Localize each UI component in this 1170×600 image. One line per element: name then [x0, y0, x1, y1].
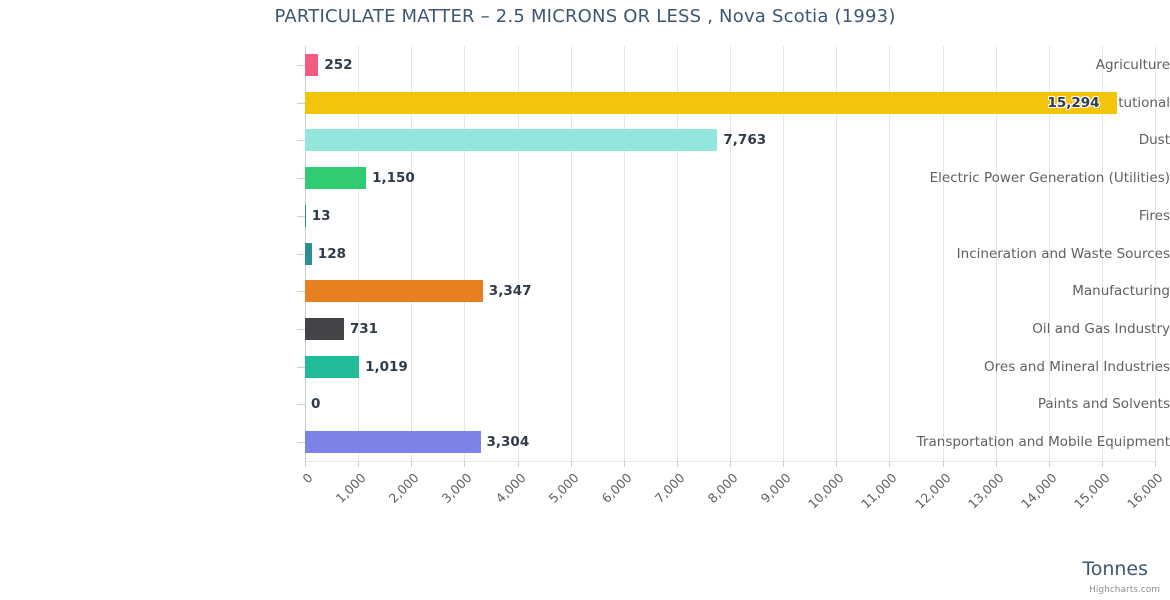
y-axis-tick [297, 366, 305, 368]
gridline [1155, 46, 1156, 461]
x-axis-tick [1155, 461, 1156, 467]
x-axis-tick [1101, 461, 1103, 467]
x-axis-tick [783, 461, 785, 467]
bar[interactable] [305, 280, 483, 303]
x-axis-tick [942, 461, 944, 467]
y-axis-tick [297, 328, 305, 330]
gridline [411, 46, 413, 461]
x-axis-tick [730, 461, 731, 467]
gridline [570, 46, 572, 461]
bar-value-label: 0 [311, 396, 321, 413]
gridline [517, 46, 519, 461]
bar[interactable] [305, 53, 319, 76]
y-axis-category-label: Oil and Gas Industry [1032, 320, 1170, 337]
y-axis-tick [297, 215, 305, 217]
y-axis-category-label: Agriculture [1095, 56, 1170, 73]
x-axis-title: Tonnes [1082, 558, 1148, 580]
y-axis-category-label: Dust [1138, 132, 1170, 149]
gridline [464, 46, 466, 461]
x-axis-tick [464, 461, 466, 467]
bar-value-label: 731 [349, 320, 379, 337]
bar[interactable] [305, 355, 360, 378]
y-axis-category-label: Paints and Solvents [1037, 396, 1170, 413]
x-axis-tick [358, 461, 360, 467]
gridline [836, 46, 838, 461]
gridline [358, 46, 360, 461]
y-axis-tick [297, 140, 305, 142]
x-axis-tick [623, 461, 625, 467]
x-axis-tick [411, 461, 413, 467]
bar[interactable] [305, 129, 718, 152]
bar-value-label: 1,019 [365, 358, 408, 375]
x-axis-tick [1048, 461, 1050, 467]
bar[interactable] [305, 317, 344, 340]
bar-value-label: 3,347 [488, 283, 532, 300]
bar-value-label: 15,294 [1047, 94, 1100, 111]
y-axis-tick [297, 102, 305, 104]
bar-value-label: 1,150 [372, 170, 415, 187]
x-axis-tick [517, 461, 519, 467]
y-axis-tick [297, 291, 305, 293]
bar[interactable] [305, 91, 1118, 114]
y-axis-category-label: Ores and Mineral Industries [984, 358, 1170, 375]
y-axis-category-label: Manufacturing [1072, 283, 1170, 300]
y-axis-category-label: Incineration and Waste Sources [956, 245, 1170, 262]
bar-value-label: 13 [311, 207, 331, 224]
bar[interactable] [305, 204, 306, 227]
gridline [730, 46, 731, 461]
bar[interactable] [305, 242, 312, 265]
gridline [1101, 46, 1103, 461]
gridline [623, 46, 625, 461]
y-axis-tick [297, 404, 305, 406]
x-axis-tick [570, 461, 572, 467]
gridline [995, 46, 997, 461]
chart-title: PARTICULATE MATTER – 2.5 MICRONS OR LESS… [274, 6, 896, 27]
gridline [942, 46, 944, 461]
gridline [1048, 46, 1050, 461]
x-axis-tick [676, 461, 678, 467]
bar-value-label: 128 [317, 245, 346, 262]
y-axis-tick [297, 442, 305, 444]
bar-value-label: 7,763 [723, 132, 767, 149]
bar-value-label: 3,304 [486, 434, 530, 451]
bar[interactable] [305, 431, 481, 454]
y-axis-tick [297, 64, 305, 66]
bar-value-label: 252 [324, 56, 353, 73]
gridline [889, 46, 891, 461]
y-axis-category-label: Transportation and Mobile Equipment [916, 434, 1170, 451]
y-axis-category-label: Fires [1138, 207, 1170, 224]
x-axis-tick [836, 461, 838, 467]
bar[interactable] [305, 167, 367, 190]
credits-label: Highcharts.com [1089, 585, 1160, 595]
gridline [676, 46, 678, 461]
x-axis-tick [889, 461, 891, 467]
x-axis-tick [995, 461, 997, 467]
plot-area [305, 46, 1156, 461]
x-axis-tick [305, 461, 306, 467]
y-axis-tick [297, 253, 305, 255]
y-axis-category-label: Electric Power Generation (Utilities) [929, 170, 1170, 187]
y-axis-tick [297, 178, 305, 180]
gridline [783, 46, 785, 461]
